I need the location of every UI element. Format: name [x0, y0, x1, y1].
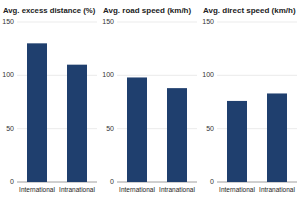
bar	[67, 65, 87, 182]
x-tick-label: Intranational	[159, 186, 195, 193]
panel-title: Avg. direct speed (km/h)	[203, 6, 296, 15]
y-tick-label: 50	[206, 125, 214, 132]
x-tick-label: Intranational	[259, 186, 295, 193]
panel-title: Avg. road speed (km/h)	[103, 6, 192, 15]
grid-line	[117, 22, 197, 23]
y-tick-label: 150	[2, 18, 14, 25]
panel: Avg. excess distance (%) 0 50 100 150 Interna…	[2, 6, 97, 193]
bars	[27, 43, 87, 182]
x-tick-label: International	[19, 186, 55, 193]
bar	[227, 101, 247, 182]
bar	[267, 93, 287, 182]
grid-line	[217, 75, 297, 76]
x-tick-label: International	[219, 186, 255, 193]
y-tick-label: 0	[10, 178, 14, 185]
panel: Avg. direct speed (km/h) 0 50 100 150 Interna…	[202, 6, 297, 193]
bar	[167, 88, 187, 182]
grid-line	[217, 22, 297, 23]
bar	[127, 77, 147, 182]
y-tick-label: 0	[210, 178, 214, 185]
bars	[127, 77, 187, 182]
chart-container: Avg. excess distance (%) 0 50 100 150 Interna…	[0, 0, 300, 204]
grid-line	[17, 22, 97, 23]
x-tick-label: International	[119, 186, 155, 193]
y-tick-label: 150	[202, 18, 214, 25]
y-tick-label: 0	[110, 178, 114, 185]
x-tick-label: Intranational	[59, 186, 95, 193]
grid-line	[117, 75, 197, 76]
bars	[227, 93, 287, 182]
panel: Avg. road speed (km/h) 0 50 100 150 Internati…	[102, 6, 197, 193]
y-tick-label: 100	[202, 71, 214, 78]
panel-title: Avg. excess distance (%)	[3, 6, 96, 15]
y-tick-label: 150	[102, 18, 114, 25]
y-tick-label: 100	[2, 71, 14, 78]
y-tick-label: 50	[106, 125, 114, 132]
y-tick-label: 50	[6, 125, 14, 132]
bar	[27, 43, 47, 182]
chart-svg: Avg. excess distance (%) 0 50 100 150 Interna…	[0, 0, 300, 204]
y-tick-label: 100	[102, 71, 114, 78]
